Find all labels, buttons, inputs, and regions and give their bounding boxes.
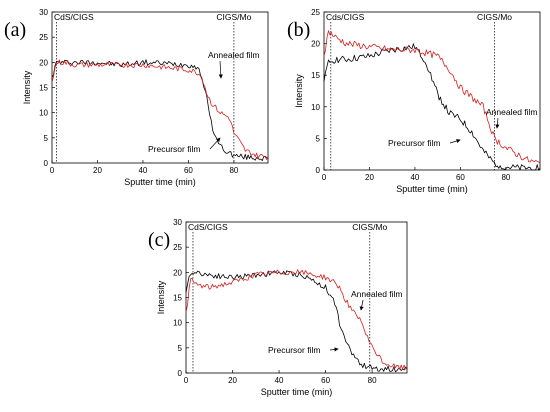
x-tick-label: 40: [410, 173, 419, 182]
interface-label: CdS/CIGS: [54, 12, 94, 22]
y-tick-label: 30: [39, 8, 48, 17]
interface-label: CIGS/Mo: [352, 222, 387, 232]
y-tick-label: 30: [173, 218, 182, 227]
x-tick-label: 80: [368, 376, 377, 385]
x-tick-label: 80: [229, 166, 238, 175]
annotation-arrow: [495, 117, 500, 129]
annotation-annealed: Annealed film: [486, 107, 538, 117]
annotation-arrow: [449, 138, 461, 144]
y-axis-title: Intensity: [294, 74, 304, 108]
panel-label: (a): [4, 19, 26, 41]
y-tick-label: 15: [173, 294, 182, 303]
plot-frame: [323, 11, 541, 171]
series-line-annealed: [323, 30, 541, 164]
x-tick-label: 0: [50, 166, 55, 175]
y-tick-label: 10: [39, 109, 48, 118]
x-tick-label: 60: [321, 376, 330, 385]
series-line-precursor: [185, 270, 408, 373]
y-tick-label: 20: [311, 40, 320, 49]
x-tick-label: 20: [93, 166, 102, 175]
interface-label: CIGS/Mo: [477, 12, 512, 22]
y-tick-label: 15: [311, 71, 320, 80]
x-axis-title: Sputter time (min): [396, 184, 468, 194]
y-tick-label: 10: [173, 319, 182, 328]
series-line-annealed: [185, 269, 408, 370]
series-line-precursor: [51, 59, 269, 162]
y-tick-label: 25: [173, 243, 182, 252]
y-tick-label: 10: [311, 103, 320, 112]
series-line-precursor: [323, 43, 541, 171]
y-tick-label: 20: [173, 268, 182, 277]
y-tick-label: 15: [39, 84, 48, 93]
x-tick-label: 0: [322, 173, 327, 182]
interface-label: CdS/CIGS: [188, 222, 228, 232]
annotation-arrow: [329, 347, 339, 352]
y-tick-label: 20: [39, 58, 48, 67]
interface-label: Cds/CIGS: [326, 12, 365, 22]
x-tick-label: 60: [456, 173, 465, 182]
y-tick-label: 0: [178, 369, 183, 378]
annotation-precursor: Precursor film: [268, 345, 320, 355]
x-tick-label: 40: [138, 166, 147, 175]
annotation-annealed: Annealed film: [351, 289, 403, 299]
panel-label: (c): [148, 229, 170, 251]
y-tick-label: 5: [44, 134, 49, 143]
y-tick-label: 25: [39, 33, 48, 42]
annotation-arrow: [218, 60, 223, 79]
annotation-precursor: Precursor film: [148, 144, 200, 154]
y-tick-label: 0: [316, 166, 321, 175]
y-axis-title: Intensity: [156, 280, 166, 314]
x-tick-label: 40: [275, 376, 284, 385]
y-tick-label: 5: [178, 344, 183, 353]
x-axis-title: Sputter time (min): [261, 387, 333, 397]
y-tick-label: 0: [44, 159, 49, 168]
y-tick-label: 5: [316, 134, 321, 143]
series-line-annealed: [51, 59, 269, 160]
y-axis-title: Intensity: [22, 70, 32, 104]
annotation-annealed: Annealed film: [208, 50, 260, 60]
plot-frame: [51, 11, 269, 164]
x-tick-label: 60: [184, 166, 193, 175]
annotation-precursor: Precursor film: [388, 138, 440, 148]
annotation-arrow: [359, 299, 364, 311]
interface-label: CIGS/Mo: [216, 12, 251, 22]
y-tick-label: 25: [311, 8, 320, 17]
x-axis-title: Sputter time (min): [124, 177, 196, 187]
x-tick-label: 0: [184, 376, 189, 385]
x-tick-label: 80: [501, 173, 510, 182]
annotation-arrow: [209, 137, 221, 150]
panel-label: (b): [287, 19, 310, 41]
x-tick-label: 20: [228, 376, 237, 385]
x-tick-label: 20: [365, 173, 374, 182]
